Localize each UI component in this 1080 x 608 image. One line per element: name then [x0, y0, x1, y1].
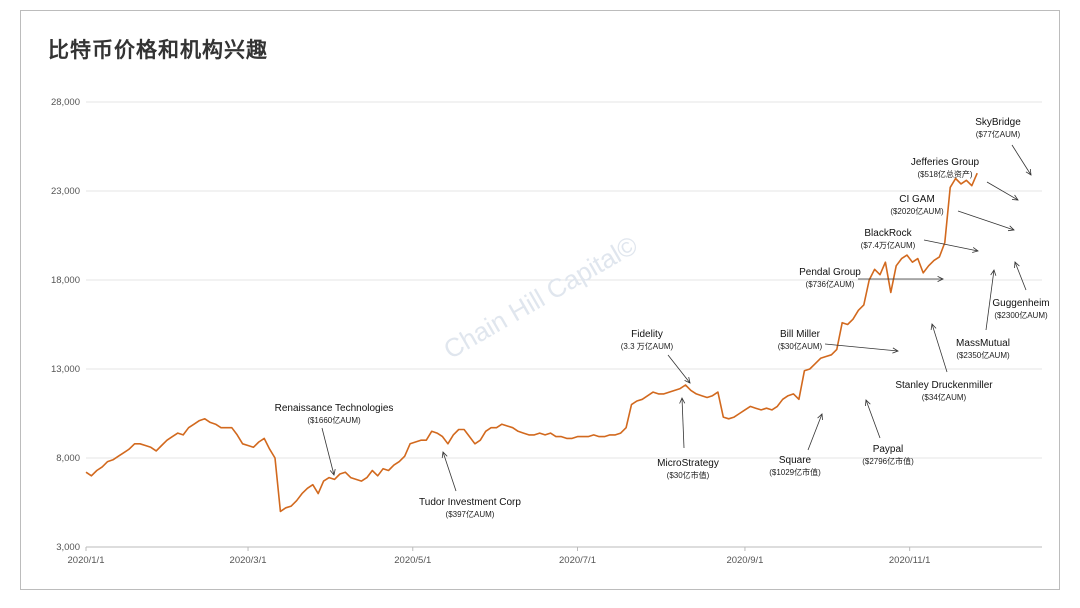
annotation: Jefferies Group($518亿总资产): [911, 157, 1019, 201]
annotation-name: SkyBridge: [975, 117, 1021, 128]
annotation-arrow: [1014, 261, 1027, 291]
annotation: Paypal($2796亿市值): [862, 399, 914, 466]
annotation-name: Square: [779, 455, 812, 466]
annotation: Stanley Druckenmiller($34亿AUM): [895, 323, 993, 402]
annotation-name: Guggenheim: [992, 298, 1049, 309]
annotation-sub: ($2796亿市值): [862, 456, 914, 466]
annotation-sub: ($2020亿AUM): [890, 206, 944, 216]
annotation-name: MassMutual: [956, 338, 1010, 349]
arrow-head: [1007, 225, 1015, 232]
annotation-arrow: [931, 323, 948, 373]
x-tick-label: 2020/9/1: [726, 555, 763, 566]
annotation-name: MicroStrategy: [657, 458, 719, 469]
annotation-arrow: [923, 239, 979, 252]
arrow-head: [1014, 261, 1020, 269]
arrow-head: [892, 347, 899, 354]
annotation-sub: ($34亿AUM): [922, 392, 967, 402]
annotation-arrow: [681, 397, 685, 449]
y-tick-label: 28,000: [51, 97, 80, 108]
chart-title: 比特币价格和机构兴趣: [48, 38, 268, 62]
annotation-sub: ($736亿AUM): [806, 279, 855, 289]
annotation: MassMutual($2350亿AUM): [956, 269, 1010, 360]
annotation-sub: ($2300亿AUM): [994, 310, 1048, 320]
annotation-sub: ($30亿AUM): [778, 341, 823, 351]
annotation-sub: ($518亿总资产): [917, 169, 972, 179]
annotation-arrow: [807, 413, 823, 451]
annotations: Renaissance Technologies($1660亿AUM) Tudor…: [275, 117, 1050, 519]
arrow-head: [937, 276, 944, 282]
annotation: Tudor Investment Corp($397亿AUM): [419, 451, 521, 519]
annotation: Renaissance Technologies($1660亿AUM): [275, 403, 394, 476]
annotation-name: CI GAM: [899, 194, 935, 205]
arrow-head: [1025, 168, 1032, 176]
arrow-head: [684, 377, 691, 384]
annotation-sub: ($1029亿市值): [769, 467, 821, 477]
arrow-head: [1011, 194, 1019, 201]
annotation: Pendal Group($736亿AUM): [799, 267, 944, 289]
annotation-arrow: [986, 181, 1019, 201]
annotation-arrow: [442, 451, 457, 492]
y-axis-ticks: 3,000 8,000 13,000 18,000 23,000 28,000: [51, 97, 80, 553]
arrow-head: [865, 399, 871, 407]
annotation-arrow: [667, 354, 691, 384]
annotation-sub: (3.3 万亿AUM): [621, 341, 674, 351]
annotation: Bill Miller($30亿AUM): [778, 329, 899, 354]
annotation: SkyBridge($77亿AUM): [975, 117, 1032, 176]
grid-lines: [86, 101, 1042, 548]
btc-price-line: [85, 172, 978, 513]
x-tick-label: 2020/5/1: [394, 555, 431, 566]
x-tick-label: 2020/11/1: [889, 555, 931, 566]
annotation-arrow: [1011, 144, 1032, 176]
y-tick-label: 8,000: [56, 453, 80, 464]
watermark: Chain Hill Capital©: [438, 230, 642, 365]
arrow-head: [441, 451, 448, 459]
arrow-head: [679, 397, 686, 404]
annotation-name: Stanley Druckenmiller: [895, 380, 993, 391]
annotation-arrow: [321, 427, 335, 476]
annotation: MicroStrategy($30亿市值): [657, 397, 719, 480]
annotation-sub: ($2350亿AUM): [956, 350, 1010, 360]
arrow-head: [990, 269, 997, 276]
annotation-sub: ($7.4万亿AUM): [861, 240, 916, 250]
annotation: Fidelity(3.3 万亿AUM): [621, 329, 691, 384]
annotation-name: Paypal: [873, 444, 904, 455]
annotation-name: BlackRock: [864, 228, 912, 239]
annotation-arrow: [865, 399, 881, 439]
annotation-sub: ($77亿AUM): [976, 129, 1021, 139]
annotation: BlackRock($7.4万亿AUM): [861, 228, 979, 253]
x-tick-label: 2020/3/1: [230, 555, 267, 566]
annotation-name: Tudor Investment Corp: [419, 497, 521, 508]
annotation: CI GAM($2020亿AUM): [890, 194, 1015, 232]
annotation-sub: ($397亿AUM): [446, 509, 495, 519]
annotation: Square($1029亿市值): [769, 413, 823, 477]
arrow-head: [329, 469, 336, 476]
annotation-name: Renaissance Technologies: [275, 403, 394, 414]
annotation-name: Fidelity: [631, 329, 663, 340]
annotation-name: Jefferies Group: [911, 157, 980, 168]
annotation-arrow: [957, 210, 1015, 231]
annotation-arrow: [985, 269, 995, 331]
arrow-head: [817, 413, 823, 421]
annotation-sub: ($30亿市值): [667, 470, 710, 480]
annotation: Guggenheim($2300亿AUM): [992, 261, 1050, 320]
chart-frame: [20, 10, 1060, 590]
annotation-sub: ($1660亿AUM): [307, 415, 361, 425]
annotation-arrow: [824, 343, 899, 352]
arrow-head: [972, 247, 979, 253]
annotation-name: Pendal Group: [799, 267, 861, 278]
y-tick-label: 13,000: [51, 364, 80, 375]
arrow-head: [930, 323, 937, 330]
y-tick-label: 18,000: [51, 275, 80, 286]
y-tick-label: 23,000: [51, 186, 80, 197]
x-tick-label: 2020/1/1: [68, 555, 105, 566]
x-axis-ticks: 2020/1/1 2020/3/1 2020/5/1 2020/7/1 2020/9/1…: [68, 547, 931, 566]
annotation-name: Bill Miller: [780, 329, 821, 340]
y-tick-label: 3,000: [56, 542, 80, 553]
x-tick-label: 2020/7/1: [559, 555, 596, 566]
